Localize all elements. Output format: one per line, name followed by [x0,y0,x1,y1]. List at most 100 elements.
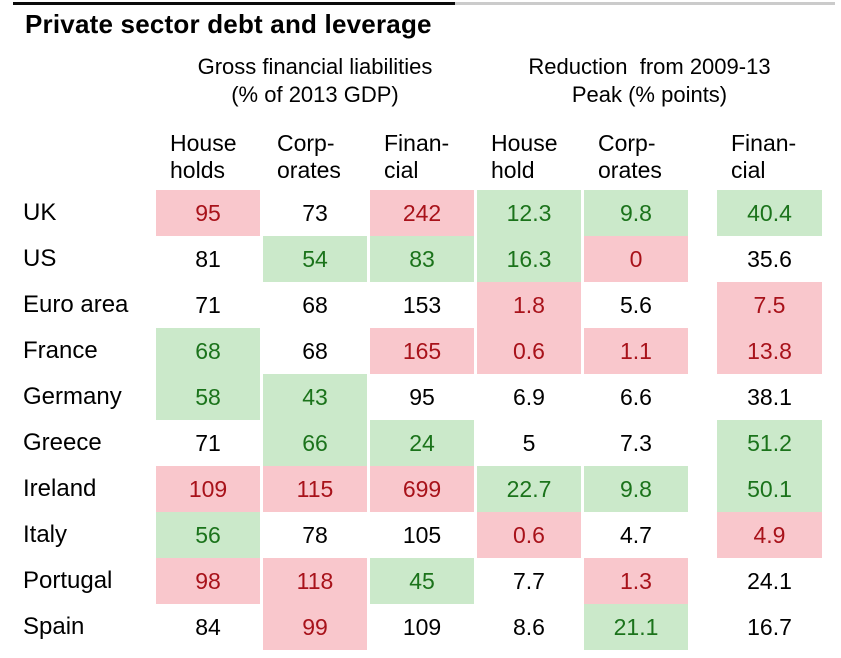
table-cell: 40.4 [717,190,822,236]
top-divider-line [13,2,835,5]
table-cell: 4.9 [717,512,822,558]
row-label-france: France [23,337,98,364]
table-cell: 16.7 [747,613,792,640]
table-cell: 6.6 [620,383,652,410]
table-row-euro-area: Euro area 71 68 153 1.8 5.6 7.5 [0,282,841,328]
table-cell: 9.8 [584,466,688,512]
table-cell: 16.3 [477,236,581,282]
table-row-italy: Italy 56 78 105 0.6 4.7 4.9 [0,512,841,558]
column-header-financial-reduction: Finan- cial [717,130,822,184]
table-cell: 98 [156,558,260,604]
table-cell: 153 [402,291,442,318]
column-header-line: hold [491,157,535,183]
table-row-ireland: Ireland 109 115 699 22.7 9.8 50.1 [0,466,841,512]
row-label-portugal: Portugal [23,567,113,594]
column-header-households-gross: House holds [156,130,260,184]
table-cell: 5.6 [620,291,652,318]
group-header-gross-liabilities: Gross financial liabilities (% of 2013 G… [156,53,474,109]
table-cell: 115 [263,466,367,512]
table-cell: 54 [263,236,367,282]
table-cell: 165 [370,328,474,374]
page-title: Private sector debt and leverage [25,9,432,39]
table-cell: 35.6 [747,245,792,272]
row-label-euro-area: Euro area [23,291,129,318]
row-label-uk: UK [23,199,57,226]
table-cell: 84 [195,613,221,640]
table-cell: 24 [370,420,474,466]
table-cell: 1.3 [584,558,688,604]
table-cell: 6.9 [513,383,545,410]
column-header-line: Finan- [731,130,797,156]
table-cell: 242 [370,190,474,236]
table-row-portugal: Portugal 98 118 45 7.7 1.3 24.1 [0,558,841,604]
column-header-corporates-reduction: Corp- orates [584,130,688,184]
table-cell: 78 [302,521,328,548]
row-label-greece: Greece [23,429,102,456]
row-label-spain: Spain [23,613,85,640]
table-cell: 50.1 [717,466,822,512]
table-cell: 7.7 [513,567,545,594]
table-cell: 95 [156,190,260,236]
table-cell: 1.1 [584,328,688,374]
table-cell: 1.8 [477,282,581,328]
group-header-line: Peak (% points) [571,82,728,107]
column-header-line: cial [384,157,419,183]
table-cell: 8.6 [513,613,545,640]
table-cell: 71 [195,429,221,456]
table-cell: 7.3 [620,429,652,456]
row-label-us: US [23,245,57,272]
column-group-header-row: Gross financial liabilities (% of 2013 G… [0,53,841,109]
column-header-line: Finan- [384,130,450,156]
group-header-line: Reduction from 2009-13 [528,54,771,79]
table-cell: 118 [263,558,367,604]
table-cell: 43 [263,374,367,420]
table-cell: 56 [156,512,260,558]
table-cell: 51.2 [717,420,822,466]
table-cell: 0 [584,236,688,282]
group-header-line: Gross financial liabilities [197,54,433,79]
row-label-ireland: Ireland [23,475,97,502]
table-cell: 13.8 [717,328,822,374]
table-cell: 21.1 [584,604,688,650]
column-header-household-reduction: House hold [477,130,581,184]
table-cell: 95 [409,383,435,410]
column-header-line: House [170,130,237,156]
table-cell: 38.1 [747,383,792,410]
table-cell: 22.7 [477,466,581,512]
table-cell: 99 [263,604,367,650]
table-row-greece: Greece 71 66 24 5 7.3 51.2 [0,420,841,466]
table-cell: 66 [263,420,367,466]
column-header-line: orates [277,157,341,183]
table-row-france: France 68 68 165 0.6 1.1 13.8 [0,328,841,374]
table-cell: 4.7 [620,521,652,548]
group-header-reduction-from-peak: Reduction from 2009-13 Peak (% points) [477,53,822,109]
table-cell: 83 [370,236,474,282]
table-row-germany: Germany 58 43 95 6.9 6.6 38.1 [0,374,841,420]
table-cell: 0.6 [477,328,581,374]
table-row-us: US 81 54 83 16.3 0 35.6 [0,236,841,282]
table-cell: 7.5 [717,282,822,328]
table-row-spain: Spain 84 99 109 8.6 21.1 16.7 [0,604,841,650]
column-header-line: cial [731,157,766,183]
column-header-financial-gross: Finan- cial [370,130,474,184]
column-header-line: House [491,130,558,156]
table-cell: 58 [156,374,260,420]
column-header-corporates-gross: Corp- orates [263,130,367,184]
table-cell: 699 [370,466,474,512]
table-cell: 81 [195,245,221,272]
table-cell: 0.6 [477,512,581,558]
table-cell: 68 [302,337,328,364]
column-header-line: holds [170,157,225,183]
column-header-line: orates [598,157,662,183]
table-row-uk: UK 95 73 242 12.3 9.8 40.4 [0,190,841,236]
table-cell: 71 [195,291,221,318]
table-cell: 12.3 [477,190,581,236]
table-cell: 105 [402,521,442,548]
table-cell: 9.8 [584,190,688,236]
row-label-germany: Germany [23,383,122,410]
table-cell: 5 [522,429,536,456]
table-cell: 68 [302,291,328,318]
row-label-italy: Italy [23,521,68,548]
table-cell: 73 [302,199,328,226]
